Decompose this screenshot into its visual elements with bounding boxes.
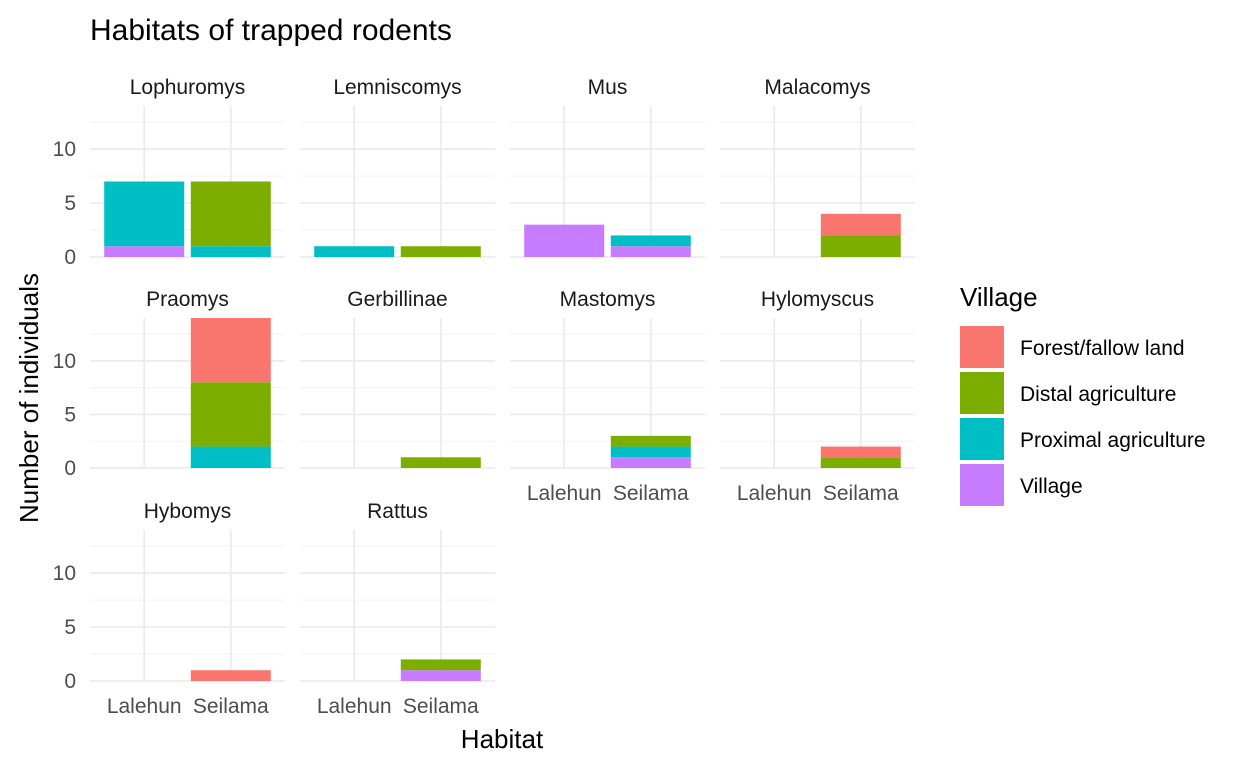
bar-mastomys-seilama-distal-agriculture xyxy=(610,435,691,447)
bar-mastomys-seilama-proximal-agriculture xyxy=(610,446,691,458)
x-tick-label-lalehun: Lalehun xyxy=(317,695,392,718)
legend-label: Proximal agriculture xyxy=(1020,429,1206,452)
facet-panel-praomys: Praomys 0 5 10 xyxy=(53,288,285,480)
facet-panel-gerbillinae: Gerbillinae xyxy=(300,288,495,469)
x-tick-label-lalehun: Lalehun xyxy=(107,695,182,718)
bar-hylomyscus-seilama-forest-fallow-land xyxy=(820,446,901,458)
legend-item-forest-fallow-land: Forest/fallow land xyxy=(960,326,1185,368)
facet-panel-hylomyscus: Hylomyscus Lalehun Seilama xyxy=(720,288,915,505)
facet-label-gerbillinae: Gerbillinae xyxy=(347,288,447,311)
bar-lemniscomys-seilama-distal-agriculture xyxy=(400,246,481,257)
facet-panel-hybomys: Hybomys 0 5 10 Lalehun Seilama xyxy=(53,500,285,718)
bar-rattus-seilama-distal-agriculture xyxy=(400,659,481,671)
facet-panel-malacomys: Malacomys xyxy=(720,76,915,258)
facet-panels: Lophuromys 0 5 10 Lemniscomys Mus Malacomys Pra… xyxy=(53,76,915,718)
y-tick-label: 10 xyxy=(53,562,76,585)
legend-swatch xyxy=(960,372,1004,414)
bar-lophuromys-lalehun-proximal-agriculture xyxy=(104,181,185,247)
x-tick-label-seilama: Seilama xyxy=(823,482,899,505)
legend-title: Village xyxy=(960,282,1038,312)
bar-praomys-seilama-distal-agriculture xyxy=(190,382,271,447)
legend: Village Forest/fallow land Distal agricul… xyxy=(960,282,1206,506)
bar-malacomys-seilama-forest-fallow-land xyxy=(820,213,901,236)
facet-panel-lemniscomys: Lemniscomys xyxy=(300,76,495,258)
bar-lemniscomys-lalehun-proximal-agriculture xyxy=(314,246,395,257)
facet-label-mastomys: Mastomys xyxy=(560,288,656,311)
facet-label-malacomys: Malacomys xyxy=(764,76,870,99)
bar-praomys-seilama-forest-fallow-land xyxy=(190,318,271,383)
facet-label-hybomys: Hybomys xyxy=(144,500,232,523)
legend-swatch xyxy=(960,464,1004,506)
x-tick-label-lalehun: Lalehun xyxy=(737,482,812,505)
y-tick-label: 5 xyxy=(64,616,76,639)
facet-panel-rattus: Rattus Lalehun Seilama xyxy=(300,500,495,718)
bar-gerbillinae-seilama-distal-agriculture xyxy=(400,457,481,468)
facet-label-mus: Mus xyxy=(588,76,628,99)
x-axis-title: Habitat xyxy=(461,724,544,754)
bar-hylomyscus-seilama-distal-agriculture xyxy=(820,457,901,468)
legend-label: Forest/fallow land xyxy=(1020,337,1185,360)
y-tick-label: 5 xyxy=(64,192,76,215)
x-tick-label-seilama: Seilama xyxy=(403,695,479,718)
facet-label-rattus: Rattus xyxy=(367,500,428,523)
facet-panel-mus: Mus xyxy=(510,76,705,258)
y-tick-label: 10 xyxy=(53,138,76,161)
legend-item-proximal-agriculture: Proximal agriculture xyxy=(960,418,1206,460)
facet-panel-lophuromys: Lophuromys 0 5 10 xyxy=(53,76,285,269)
bar-praomys-seilama-proximal-agriculture xyxy=(190,446,271,468)
bar-mus-seilama-proximal-agriculture xyxy=(610,235,691,247)
facet-label-hylomyscus: Hylomyscus xyxy=(761,288,874,311)
bar-lophuromys-seilama-distal-agriculture xyxy=(190,181,271,247)
y-tick-label: 0 xyxy=(64,246,76,269)
y-tick-label: 0 xyxy=(64,457,76,480)
facet-label-praomys: Praomys xyxy=(146,288,229,311)
bar-mus-lalehun-village xyxy=(524,224,605,257)
legend-swatch xyxy=(960,418,1004,460)
facet-label-lemniscomys: Lemniscomys xyxy=(333,76,461,99)
bar-lophuromys-lalehun-village xyxy=(104,246,185,257)
bar-malacomys-seilama-distal-agriculture xyxy=(820,235,901,257)
bar-rattus-seilama-village xyxy=(400,670,481,681)
x-tick-label-seilama: Seilama xyxy=(613,482,689,505)
chart-title: Habitats of trapped rodents xyxy=(90,14,452,47)
bar-lophuromys-seilama-proximal-agriculture xyxy=(190,246,271,257)
legend-swatch xyxy=(960,326,1004,368)
y-tick-label: 0 xyxy=(64,670,76,693)
y-tick-label: 5 xyxy=(64,403,76,426)
legend-item-village: Village xyxy=(960,464,1083,506)
legend-item-distal-agriculture: Distal agriculture xyxy=(960,372,1176,414)
facet-label-lophuromys: Lophuromys xyxy=(130,76,246,99)
x-tick-label-lalehun: Lalehun xyxy=(527,482,602,505)
bar-mus-seilama-village xyxy=(610,246,691,257)
y-tick-label: 10 xyxy=(53,350,76,373)
legend-label: Distal agriculture xyxy=(1020,383,1176,406)
bar-mastomys-seilama-village xyxy=(610,457,691,468)
x-tick-label-seilama: Seilama xyxy=(193,695,269,718)
bar-hybomys-seilama-forest-fallow-land xyxy=(190,670,271,681)
y-axis-title: Number of individuals xyxy=(14,273,44,523)
legend-label: Village xyxy=(1020,475,1083,498)
facet-panel-mastomys: Mastomys Lalehun Seilama xyxy=(510,288,705,505)
